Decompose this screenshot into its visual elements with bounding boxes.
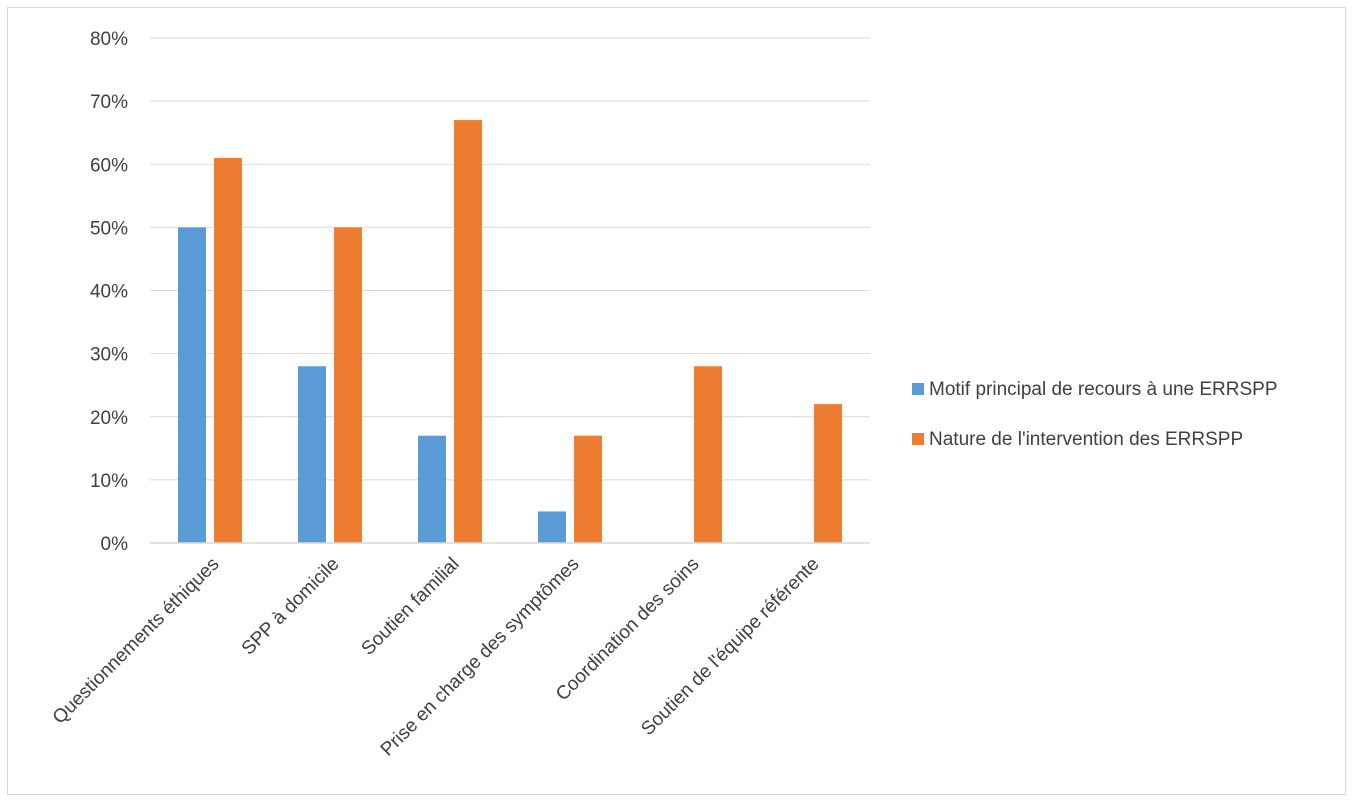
bar-motif-0 [178,227,206,543]
y-tick-label: 30% [90,345,128,366]
legend-label: Nature de l'intervention des ERRSPP [929,429,1243,450]
legend-label: Motif principal de recours à une ERRSPP [929,379,1278,400]
y-tick-label: 50% [90,218,128,239]
x-category-label: Questionnements éthiques [49,554,224,729]
y-tick-label: 60% [90,155,128,176]
y-tick-label: 80% [90,29,128,50]
bar-motif-1 [298,366,326,543]
x-category-label: SPP à domicile [238,554,344,660]
legend: Motif principal de recours à une ERRSPP N… [912,379,1278,450]
y-tick-label: 70% [90,92,128,113]
legend-swatch [912,433,924,445]
x-category-label: Soutien familial [358,554,464,660]
bar-nature-3 [574,435,602,543]
legend-swatch [912,383,924,395]
y-tick-label: 0% [101,534,129,555]
x-category-label: Prise en charge des symptômes [377,554,584,761]
bar-nature-1 [334,227,362,543]
gridlines [150,37,870,481]
bar-nature-2 [454,120,482,543]
bar-nature-4 [694,366,722,543]
bar-motif-2 [418,435,446,543]
y-tick-label: 20% [90,408,128,429]
y-tick-label: 40% [90,282,128,303]
bar-nature-5 [814,404,842,543]
bar-motif-3 [538,511,566,543]
y-tick-label: 10% [90,471,128,492]
bar-nature-0 [214,157,242,543]
bars [178,120,842,543]
